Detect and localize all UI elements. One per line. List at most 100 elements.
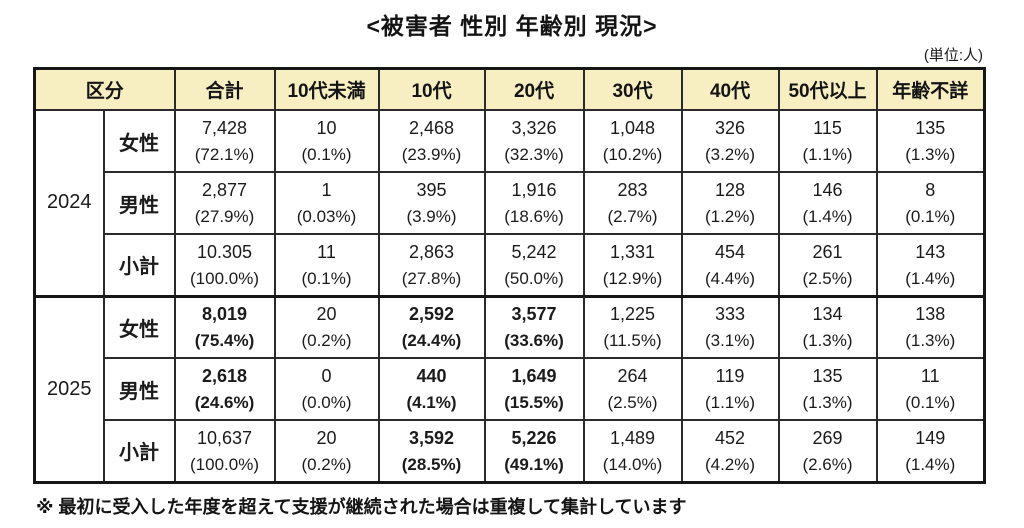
cell-count: 5,242: [511, 241, 557, 262]
cell-count: 1,048: [609, 117, 656, 138]
cell-count: 11: [317, 241, 336, 262]
data-cell-2025-2-0: 10,637 (100.0%): [173, 419, 276, 483]
row-label-2025-1: 男性: [102, 357, 176, 421]
cell-count: 1,916: [511, 179, 557, 200]
cell-count: 3,577: [511, 304, 557, 324]
col-header-total: 合計: [173, 67, 276, 111]
cell-count: 7,428: [201, 117, 248, 138]
cell-percent: (2.7%): [607, 206, 658, 226]
data-cell-2024-0-2: 2,468 (23.9%): [377, 109, 486, 173]
cell-percent: (1.3%): [802, 331, 853, 350]
cell-percent: (4.2%): [704, 454, 756, 474]
cell-count: 1: [321, 179, 332, 200]
unit-label: (単位:人): [923, 47, 983, 64]
data-cell-2024-1-1: 1 (0.03%): [273, 171, 380, 235]
cell-percent: (14.0%): [602, 454, 663, 474]
data-cell-2025-2-3: 5,226 (49.1%): [483, 419, 585, 483]
data-cell-2025-0-0: 8,019 (75.4%): [173, 294, 276, 359]
cell-count: 1,225: [609, 304, 656, 324]
cell-count: 11: [920, 365, 940, 386]
data-cell-2025-0-5: 333 (3.1%): [680, 294, 780, 359]
cell-count: 10.305: [196, 241, 253, 262]
cell-percent: (18.6%): [504, 206, 564, 226]
data-cell-2024-2-5: 454 (4.4%): [680, 233, 780, 297]
row-label-2025-2: 小計: [102, 419, 176, 483]
data-cell-2024-2-7: 143 (1.4%): [875, 233, 986, 297]
table-row-2024-男性: 男性 2,877 (27.9%) 1 (0.03%) 395 (3.9%) 1,916 (18.…: [35, 171, 986, 235]
data-cell-2024-0-1: 10 (0.1%): [273, 109, 380, 173]
cell-percent: (2.5%): [607, 392, 658, 412]
cell-percent: (49.1%): [504, 454, 564, 474]
cell-percent: (1.4%): [802, 206, 853, 226]
cell-count: 119: [715, 365, 745, 386]
cell-percent: (4.4%): [704, 268, 756, 288]
table-row-2024-小計: 小計 10.305 (100.0%) 11 (0.1%) 2,863 (27.8%) 5,24…: [35, 233, 986, 297]
cell-count: 138: [915, 304, 946, 324]
table-row-2025-小計: 小計 10,637 (100.0%) 20 (0.2%) 3,592 (28.5%) 5,22…: [35, 419, 986, 483]
data-cell-2025-1-7: 11 (0.1%): [875, 357, 986, 421]
cell-count: 1,331: [609, 241, 656, 262]
data-cell-2024-0-4: 1,048 (10.2%): [582, 109, 683, 173]
cell-count: 2,618: [201, 365, 248, 386]
data-cell-2025-2-5: 452 (4.2%): [680, 419, 780, 483]
data-cell-2024-0-6: 115 (1.1%): [777, 109, 878, 173]
data-cell-2024-2-3: 5,242 (50.0%): [483, 233, 585, 297]
cell-count: 10,637: [196, 427, 253, 448]
data-cell-2024-2-4: 1,331 (12.9%): [582, 233, 683, 297]
cell-percent: (1.3%): [905, 144, 956, 164]
cell-percent: (0.1%): [905, 392, 956, 412]
col-header-20s: 20代: [483, 67, 585, 111]
cell-count: 283: [617, 179, 648, 200]
cell-count: 2,877: [201, 179, 248, 200]
cell-count: 5,226: [511, 427, 557, 448]
cell-count: 10: [316, 117, 337, 138]
col-header-under10: 10代未満: [273, 67, 380, 111]
cell-percent: (27.9%): [194, 206, 255, 226]
cell-count: 264: [617, 365, 648, 386]
cell-percent: (32.3%): [504, 144, 564, 164]
col-header-30s: 30代: [582, 67, 683, 111]
cell-percent: (24.4%): [401, 331, 462, 350]
year-label-2024: 2024: [33, 109, 105, 297]
cell-count: 2,863: [408, 241, 455, 262]
data-cell-2024-1-7: 8 (0.1%): [875, 171, 986, 235]
data-cell-2025-0-7: 138 (1.3%): [875, 294, 986, 359]
cell-percent: (0.2%): [301, 454, 352, 474]
data-cell-2024-2-1: 11 (0.1%): [273, 233, 380, 297]
cell-percent: (100.0%): [190, 454, 259, 474]
header-row: 区分 合計 10代未満 10代 20代 30代 40代 50代以上 年齢不詳: [33, 67, 986, 111]
cell-count: 20: [316, 304, 337, 324]
cell-percent: (1.3%): [802, 392, 853, 412]
cell-count: 1,649: [511, 365, 557, 386]
cell-count: 115: [813, 117, 842, 138]
cell-count: 452: [714, 427, 746, 448]
cell-percent: (15.5%): [504, 392, 564, 412]
cell-percent: (75.4%): [194, 331, 255, 350]
row-label-2025-0: 女性: [102, 294, 176, 359]
cell-count: 326: [714, 117, 746, 138]
cell-count: 2,468: [408, 117, 455, 138]
data-cell-2024-0-5: 326 (3.2%): [680, 109, 780, 173]
cell-percent: (1.2%): [704, 206, 756, 226]
col-header-40s: 40代: [680, 67, 780, 111]
cell-percent: (3.1%): [704, 331, 756, 350]
data-cell-2025-0-6: 134 (1.3%): [777, 294, 878, 359]
cell-percent: (0.1%): [301, 268, 352, 288]
cell-count: 261: [812, 241, 843, 262]
cell-percent: (12.9%): [602, 268, 663, 288]
cell-percent: (1.3%): [905, 331, 956, 350]
cell-percent: (0.0%): [301, 392, 352, 412]
data-cell-2024-2-0: 10.305 (100.0%): [173, 233, 276, 297]
cell-percent: (3.2%): [704, 144, 756, 164]
cell-count: 146: [812, 179, 843, 200]
cell-count: 269: [812, 427, 843, 448]
cell-percent: (24.6%): [194, 392, 255, 412]
data-cell-2024-0-3: 3,326 (32.3%): [483, 109, 585, 173]
data-cell-2025-2-2: 3,592 (28.5%): [377, 419, 486, 483]
cell-count: 8: [925, 179, 936, 200]
data-cell-2025-1-2: 440 (4.1%): [377, 357, 486, 421]
data-cell-2025-1-0: 2,618 (24.6%): [173, 357, 276, 421]
row-label-2024-1: 男性: [102, 171, 176, 235]
data-cell-2024-0-0: 7,428 (72.1%): [173, 109, 276, 173]
